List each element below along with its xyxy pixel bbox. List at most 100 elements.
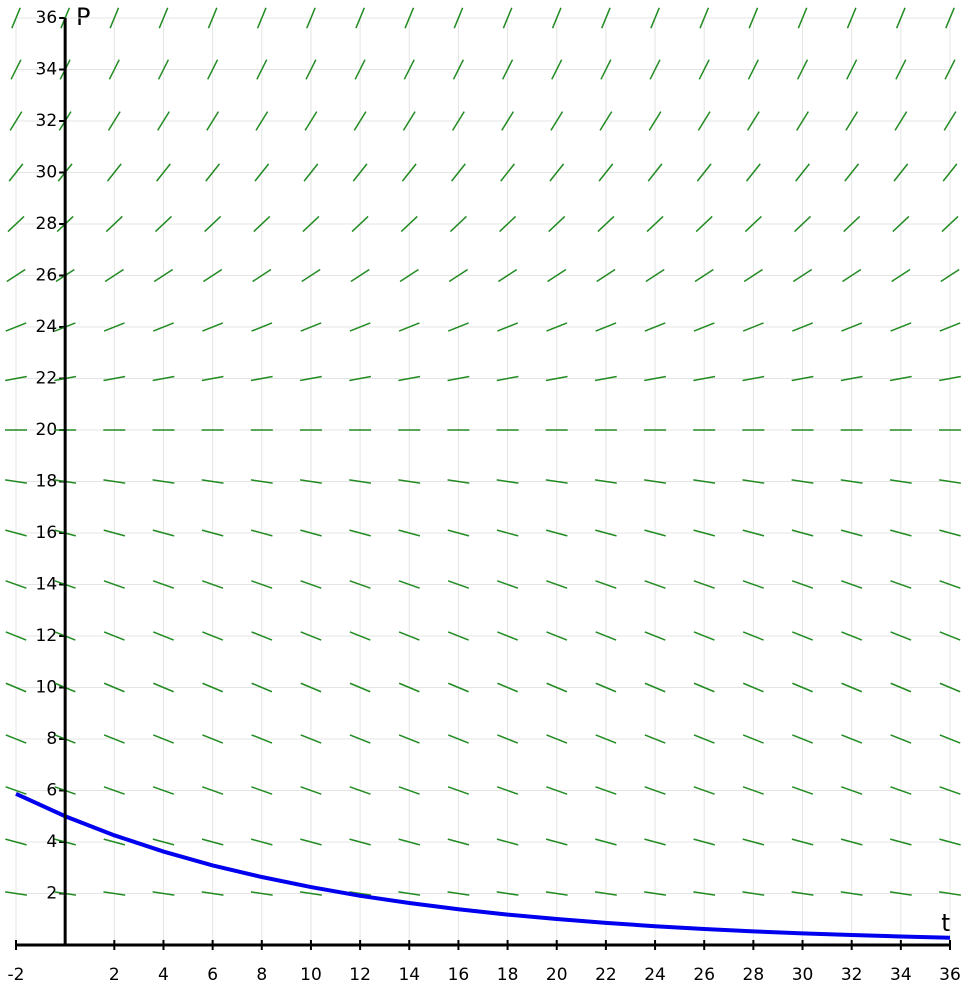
slope-segment <box>250 529 273 537</box>
slope-segment <box>550 111 564 131</box>
slope-segment <box>449 215 467 233</box>
slope-segment <box>546 631 568 641</box>
slope-segment <box>300 631 322 641</box>
x-tick-label: 2 <box>109 965 120 985</box>
slope-segment <box>349 529 371 537</box>
y-tick-label: 16 <box>36 523 58 543</box>
slope-segment <box>447 734 469 744</box>
x-tick-label: 16 <box>448 965 470 985</box>
slope-segment <box>6 268 26 283</box>
x-tick-label: -2 <box>8 965 25 985</box>
slope-segment <box>353 111 367 131</box>
slope-segment <box>496 786 519 795</box>
slope-segment <box>644 580 666 589</box>
slope-segment <box>792 682 813 693</box>
slope-segment <box>595 529 617 537</box>
slope-segment <box>398 529 421 537</box>
slope-segment <box>939 529 961 537</box>
slope-segment <box>452 59 465 80</box>
slope-segment <box>403 59 415 80</box>
slope-segment <box>546 682 568 693</box>
slope-segment <box>594 891 617 896</box>
slope-segment <box>447 529 470 537</box>
slope-segment <box>203 268 223 283</box>
slope-segment <box>250 375 273 382</box>
y-tick-label: 10 <box>36 678 58 698</box>
slope-segment <box>840 529 863 537</box>
slope-segment <box>5 580 27 589</box>
slope-segment <box>255 111 269 131</box>
slope-segment <box>747 59 759 80</box>
slope-segment <box>546 734 568 744</box>
slope-segment <box>939 682 961 693</box>
slope-segment <box>400 215 418 233</box>
slope-segment <box>694 268 714 283</box>
slope-segment <box>595 786 617 795</box>
slope-segment <box>551 7 562 29</box>
slope-segment <box>447 375 470 382</box>
slope-segment <box>644 375 667 382</box>
slope-segment <box>447 682 469 693</box>
solution-curve <box>15 792 951 940</box>
slope-segment <box>451 111 465 131</box>
slope-segment <box>644 479 667 484</box>
slope-segment <box>939 322 961 332</box>
y-tick-label: 20 <box>36 420 58 440</box>
slope-segment <box>742 631 764 641</box>
slope-segment <box>157 59 170 80</box>
slope-segment <box>941 215 959 233</box>
y-tick-label: 30 <box>36 163 58 183</box>
slope-segment <box>693 322 715 332</box>
slope-segment <box>645 268 665 283</box>
slope-segment <box>497 682 519 693</box>
slope-segment <box>300 580 322 589</box>
slope-segment <box>158 7 169 29</box>
slope-segment <box>201 891 224 896</box>
y-tick-label: 36 <box>36 8 58 28</box>
slope-segment <box>152 838 175 846</box>
slope-segment <box>202 682 224 693</box>
slope-segment <box>748 7 759 29</box>
slope-segment <box>595 631 617 641</box>
slope-segment <box>152 322 174 332</box>
slope-segment <box>496 479 519 484</box>
slope-segment <box>796 111 809 131</box>
slope-segment <box>595 838 617 846</box>
slope-segment <box>939 734 961 744</box>
slope-segment <box>742 734 764 744</box>
slope-segment <box>944 59 956 80</box>
slope-segment <box>500 163 516 182</box>
slope-segment <box>351 215 369 233</box>
slope-segment <box>845 111 859 131</box>
slope-segment <box>253 215 271 233</box>
slope-segment <box>742 529 765 537</box>
slope-segment <box>8 163 24 182</box>
slope-segment <box>398 891 421 896</box>
slope-segment <box>201 375 224 382</box>
slope-segment <box>299 479 322 484</box>
slope-segment <box>499 215 517 233</box>
slope-segment <box>842 268 862 283</box>
slope-segment <box>453 7 464 29</box>
slope-segment <box>545 529 568 537</box>
slope-segment <box>791 786 814 795</box>
slope-segment <box>5 734 27 744</box>
slope-segment <box>546 786 568 795</box>
y-tick-label: 12 <box>36 626 58 646</box>
slope-segment <box>890 322 912 332</box>
slope-segment <box>103 891 126 896</box>
slope-segment <box>693 891 716 896</box>
slope-segment <box>202 322 224 332</box>
slope-segment <box>844 163 860 182</box>
x-tick-label: 12 <box>349 965 371 985</box>
slope-segment <box>939 891 961 896</box>
slope-segment <box>447 631 469 641</box>
slope-segment <box>250 891 273 896</box>
slope-segment <box>206 111 220 131</box>
slope-segment <box>153 682 174 693</box>
slope-segment <box>450 163 466 182</box>
x-axis-title: t <box>941 909 950 937</box>
slope-segment <box>108 59 120 80</box>
slope-segment <box>254 163 270 182</box>
slope-segment <box>447 580 470 589</box>
